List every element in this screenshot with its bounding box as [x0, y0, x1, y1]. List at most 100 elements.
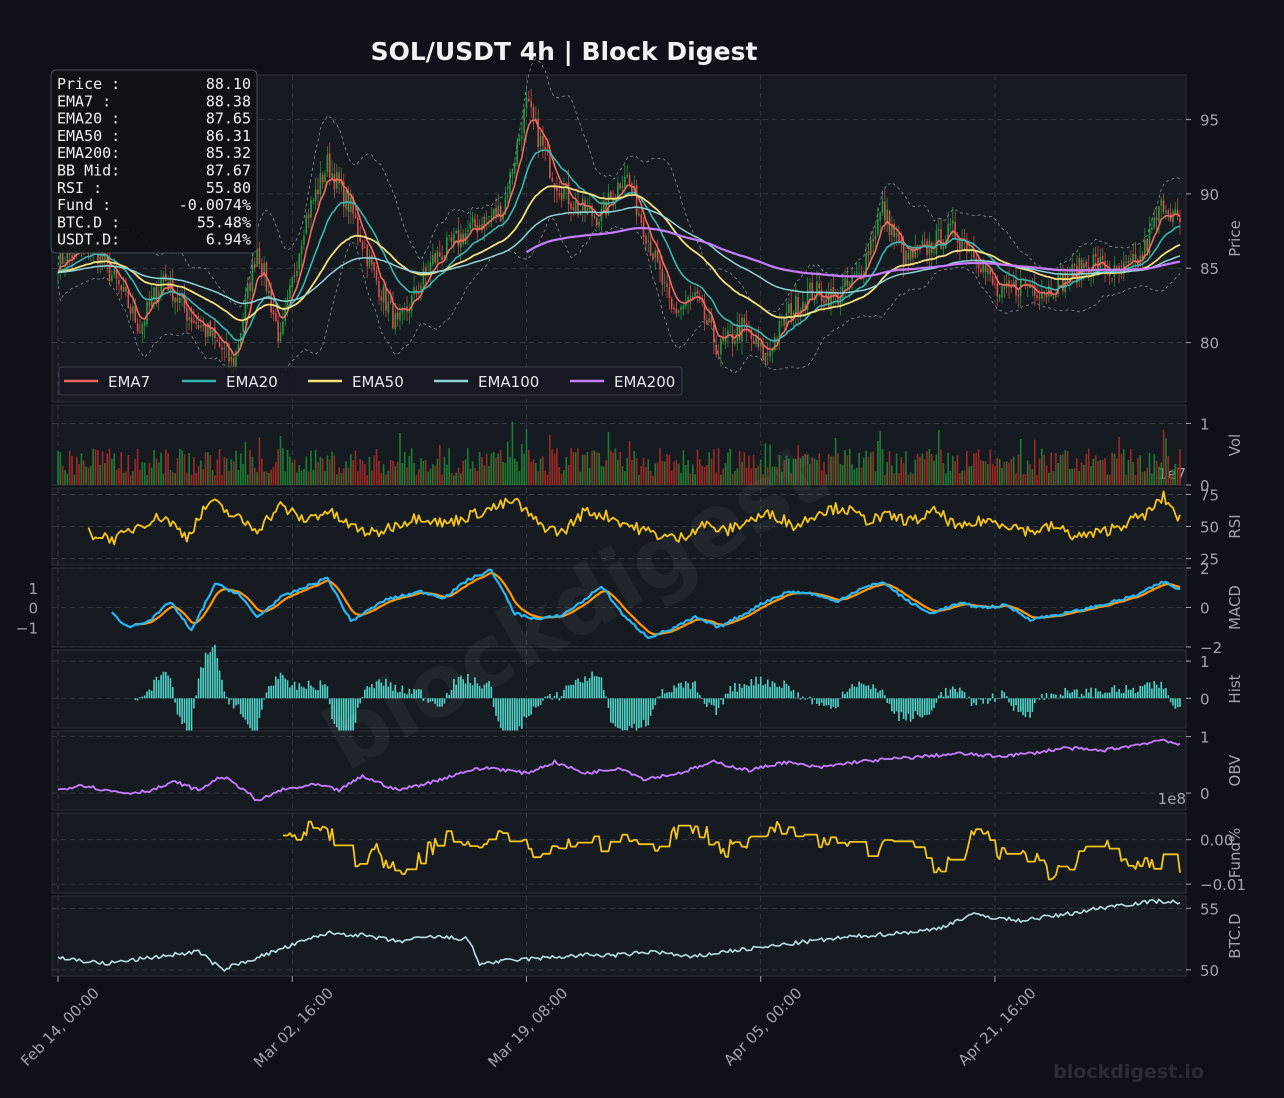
candle-body [111, 275, 113, 281]
volume-bar [118, 467, 120, 485]
histogram-bar [551, 698, 554, 700]
histogram-bar [900, 698, 903, 713]
candle-body [1167, 210, 1170, 215]
histogram-bar [195, 695, 198, 699]
histogram-bar [488, 681, 490, 699]
histogram-bar [1038, 698, 1041, 700]
volume-bar [621, 466, 624, 485]
volume-bar [987, 464, 989, 485]
volume-bar [1155, 460, 1158, 485]
histogram-bar [244, 698, 247, 720]
volume-bar [190, 474, 193, 485]
candle-body [916, 245, 919, 247]
histogram-bar [776, 687, 778, 699]
candle-body [888, 211, 891, 236]
volume-bar [1069, 468, 1071, 485]
histogram-bar [949, 689, 952, 699]
candle-body [221, 347, 223, 350]
histogram-bar [492, 698, 495, 708]
histogram-bar [748, 686, 750, 699]
candle-body [455, 231, 458, 234]
volume-bar [717, 448, 720, 485]
candle-body [745, 323, 748, 331]
volume-bar [698, 459, 701, 485]
info-value: 88.10 [206, 75, 251, 93]
volume-bar [961, 470, 963, 485]
volume-bar [577, 448, 579, 485]
histogram-bar [1076, 689, 1078, 699]
candle-body [830, 289, 832, 307]
histogram-bar [556, 692, 558, 699]
candle-body [588, 205, 591, 210]
histogram-bar [872, 684, 874, 699]
volume-bar [352, 460, 354, 485]
volume-bar [862, 457, 865, 485]
histogram-bar [818, 698, 821, 706]
volume-bar [1137, 457, 1139, 485]
histogram-bar [1026, 698, 1029, 712]
volume-bar [155, 458, 158, 485]
histogram-bar [848, 688, 851, 699]
volume-bar [1167, 455, 1170, 485]
histogram-bar [253, 698, 256, 733]
candle-body [528, 98, 530, 102]
candle-body [1141, 254, 1144, 260]
histogram-bar [188, 698, 190, 734]
histogram-bar [516, 698, 518, 734]
volume-bar [225, 458, 228, 485]
histogram-bar [357, 698, 359, 708]
candle-body [715, 344, 718, 355]
volume-bar [307, 471, 310, 485]
histogram-bar [645, 698, 647, 727]
volume-bar [1158, 466, 1160, 485]
volume-bar [645, 467, 647, 485]
candle-body [520, 135, 523, 139]
histogram-bar [788, 685, 790, 699]
candle-body [1122, 262, 1125, 271]
volume-bar [249, 449, 251, 485]
axis-offset-label: 1e8 [1158, 790, 1186, 808]
histogram-bar [846, 691, 849, 699]
volume-bar [1029, 463, 1031, 485]
volume-bar [933, 460, 935, 485]
volume-bar [71, 455, 73, 485]
histogram-bar [947, 695, 949, 699]
footer-brand: blockdigest.io [1053, 1061, 1204, 1083]
volume-bar [394, 466, 397, 485]
histogram-bar [881, 689, 884, 699]
candle-body [1017, 294, 1020, 297]
candle-body [153, 287, 155, 299]
volume-bar [162, 473, 165, 485]
volume-bar [467, 448, 469, 485]
volume-bar [659, 448, 661, 485]
volume-bar [937, 430, 940, 485]
histogram-bar [691, 682, 694, 699]
volume-bar [462, 460, 465, 485]
candle-body [232, 358, 235, 371]
volume-bar [373, 455, 376, 485]
volume-bar [1120, 453, 1123, 485]
candle-body [738, 325, 741, 340]
candle-body [532, 107, 535, 120]
volume-bar [387, 470, 390, 485]
volume-bar [1115, 458, 1118, 485]
candle-body [178, 297, 181, 304]
candle-body [638, 213, 640, 216]
candle-body [645, 235, 647, 244]
histogram-bar [387, 686, 390, 699]
candle-body [877, 219, 879, 235]
histogram-bar [434, 698, 436, 704]
histogram-bar [673, 685, 675, 699]
histogram-bar [1092, 697, 1095, 699]
candle-body [190, 317, 193, 323]
candle-body [694, 292, 696, 297]
histogram-bar [160, 675, 162, 699]
histogram-bar [994, 698, 996, 703]
volume-bar [586, 451, 589, 485]
histogram-bar [898, 698, 900, 722]
histogram-bar [532, 698, 535, 707]
volume-bar [631, 459, 633, 485]
histogram-bar [200, 667, 202, 699]
info-value: 6.94% [206, 231, 251, 249]
histogram-bar [239, 698, 242, 715]
